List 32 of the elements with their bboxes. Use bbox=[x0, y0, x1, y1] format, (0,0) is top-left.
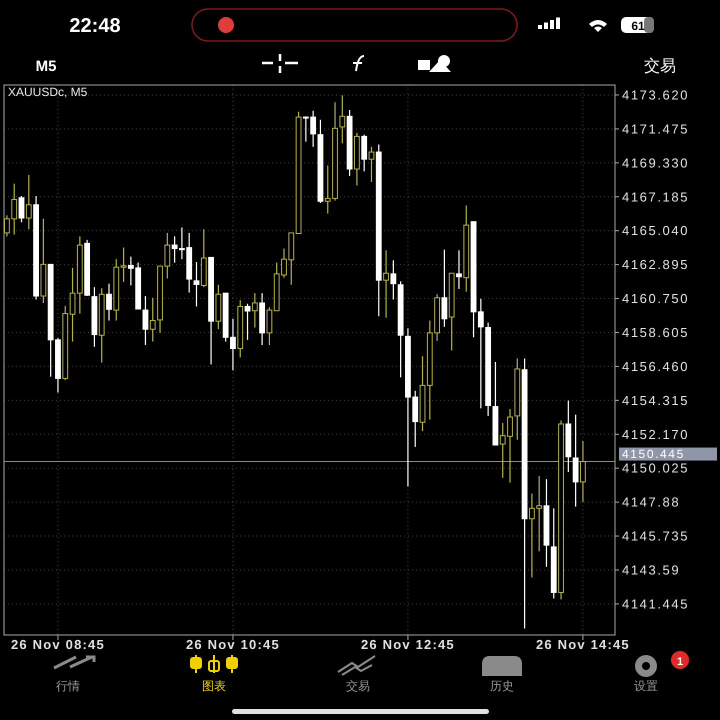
y-tick-label: 4169.330 bbox=[622, 155, 690, 170]
y-tick-label: 4156.460 bbox=[622, 358, 690, 374]
y-tick-label: 4158.605 bbox=[622, 324, 690, 340]
text: 22:48 bbox=[69, 15, 121, 37]
y-tick-label: 4165.040 bbox=[622, 223, 690, 238]
y-tick-label: 4145.735 bbox=[622, 528, 690, 544]
y-tick-label: 4154.315 bbox=[622, 392, 690, 408]
text: 1 bbox=[676, 656, 684, 668]
chart-title: XAUUSDc, M5 bbox=[8, 85, 88, 99]
y-tick-label: 4152.170 bbox=[622, 426, 690, 442]
y-tick-label: 4150.025 bbox=[622, 460, 690, 476]
y-tick-label: 4171.475 bbox=[622, 121, 690, 136]
y-tick-label: 4173.620 bbox=[622, 87, 690, 102]
x-tick-label: 26 Nov 12:45 bbox=[360, 637, 455, 652]
text: 图表 bbox=[202, 679, 226, 693]
text: 交易 bbox=[346, 679, 370, 693]
x-tick-label: 26 Nov 10:45 bbox=[186, 637, 280, 652]
text: M5 bbox=[36, 58, 56, 75]
text: 设置 bbox=[634, 679, 658, 693]
text: 历史 bbox=[490, 679, 514, 693]
y-tick-label: 4147.88 bbox=[622, 494, 680, 510]
ref-line-label: 4150.445 bbox=[622, 447, 685, 462]
text: 行情 bbox=[56, 679, 80, 693]
text: 交易 bbox=[644, 57, 676, 75]
x-tick-label: 26 Nov 14:45 bbox=[536, 637, 630, 652]
text: 61 bbox=[631, 19, 645, 33]
y-tick-label: 4167.185 bbox=[622, 189, 690, 204]
x-tick-label: 26 Nov 08:45 bbox=[11, 637, 105, 652]
y-tick-label: 4141.445 bbox=[622, 596, 690, 612]
y-tick-label: 4160.750 bbox=[622, 291, 690, 306]
y-tick-label: 4143.59 bbox=[622, 562, 680, 578]
y-tick-label: 4162.895 bbox=[622, 257, 690, 272]
